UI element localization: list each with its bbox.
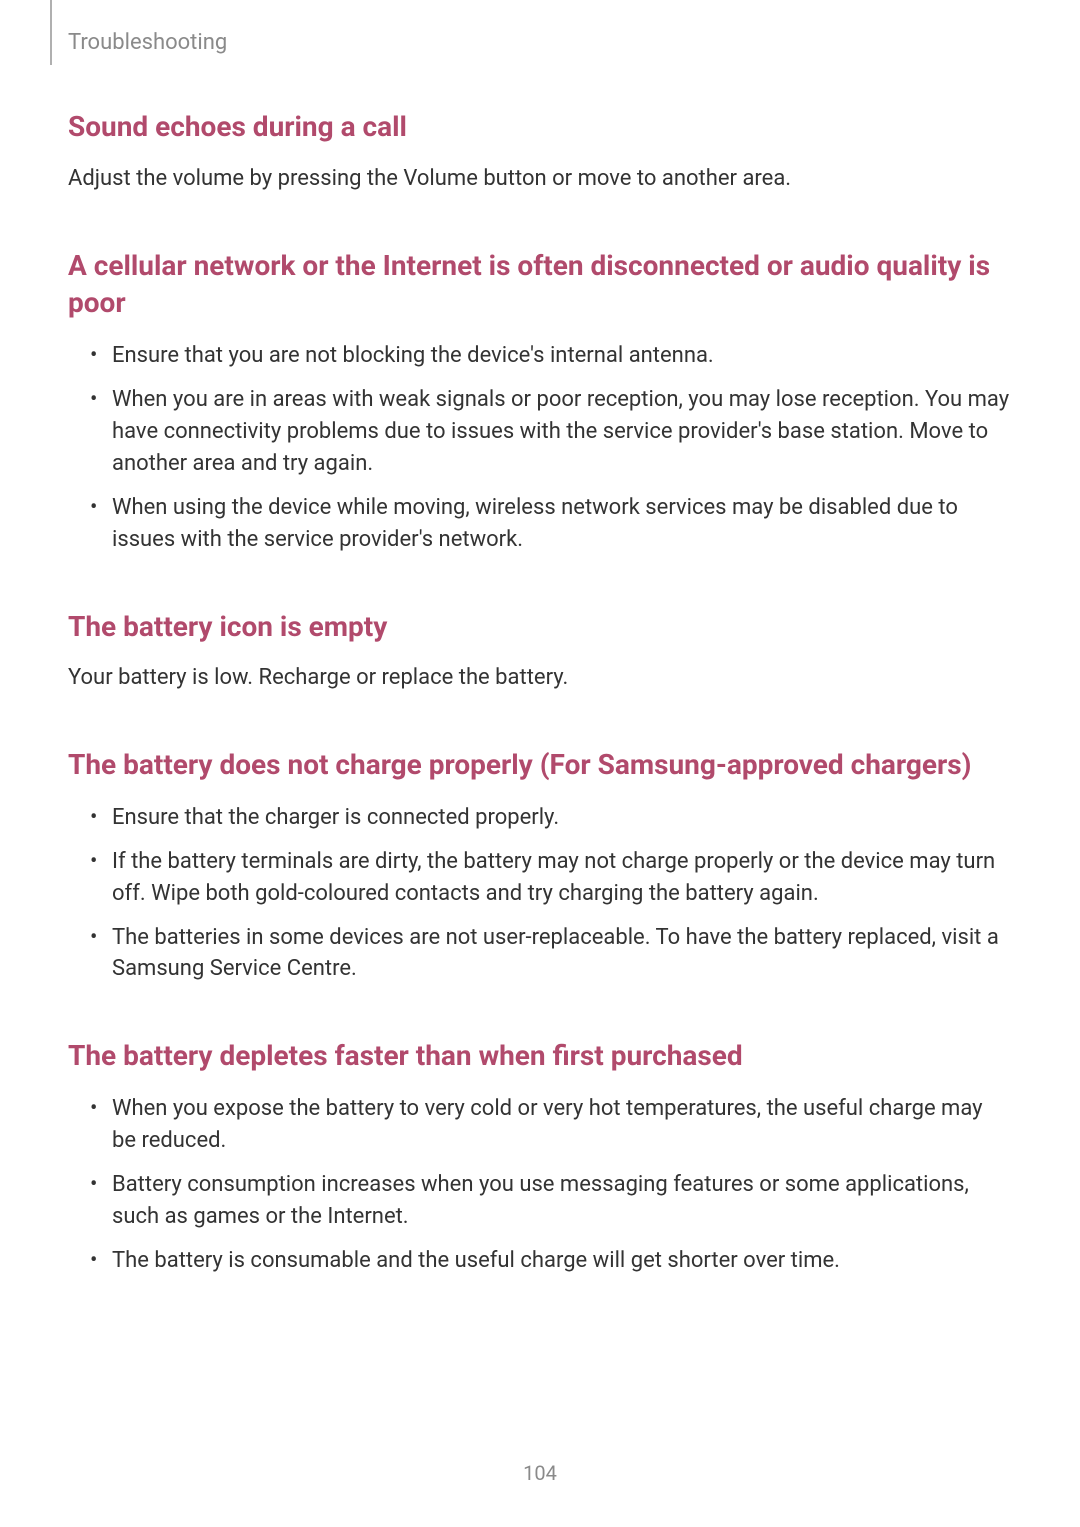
list-item: Battery consumption increases when you u… bbox=[68, 1169, 1012, 1233]
list-item: When you are in areas with weak signals … bbox=[68, 384, 1012, 480]
page-number: 104 bbox=[0, 1461, 1080, 1485]
section-heading: The battery does not charge properly (Fo… bbox=[68, 746, 1012, 784]
list-item: Ensure that you are not blocking the dev… bbox=[68, 340, 1012, 372]
section-paragraph: Adjust the volume by pressing the Volume… bbox=[68, 164, 1012, 195]
breadcrumb: Troubleshooting bbox=[68, 30, 227, 55]
list-item: The batteries in some devices are not us… bbox=[68, 922, 1012, 986]
section-paragraph: Your battery is low. Recharge or replace… bbox=[68, 663, 1012, 694]
list-item: If the battery terminals are dirty, the … bbox=[68, 846, 1012, 910]
section-heading: Sound echoes during a call bbox=[68, 108, 1012, 146]
list-item: When you expose the battery to very cold… bbox=[68, 1093, 1012, 1157]
bullet-list: Ensure that the charger is connected pro… bbox=[68, 802, 1012, 985]
list-item: The battery is consumable and the useful… bbox=[68, 1245, 1012, 1277]
page-content: Sound echoes during a call Adjust the vo… bbox=[68, 108, 1012, 1329]
section-heading: The battery depletes faster than when fi… bbox=[68, 1037, 1012, 1075]
header-vertical-rule bbox=[50, 0, 52, 65]
bullet-list: When you expose the battery to very cold… bbox=[68, 1093, 1012, 1276]
list-item: When using the device while moving, wire… bbox=[68, 492, 1012, 556]
list-item: Ensure that the charger is connected pro… bbox=[68, 802, 1012, 834]
section-heading: A cellular network or the Internet is of… bbox=[68, 247, 1012, 323]
section-heading: The battery icon is empty bbox=[68, 608, 1012, 646]
bullet-list: Ensure that you are not blocking the dev… bbox=[68, 340, 1012, 555]
